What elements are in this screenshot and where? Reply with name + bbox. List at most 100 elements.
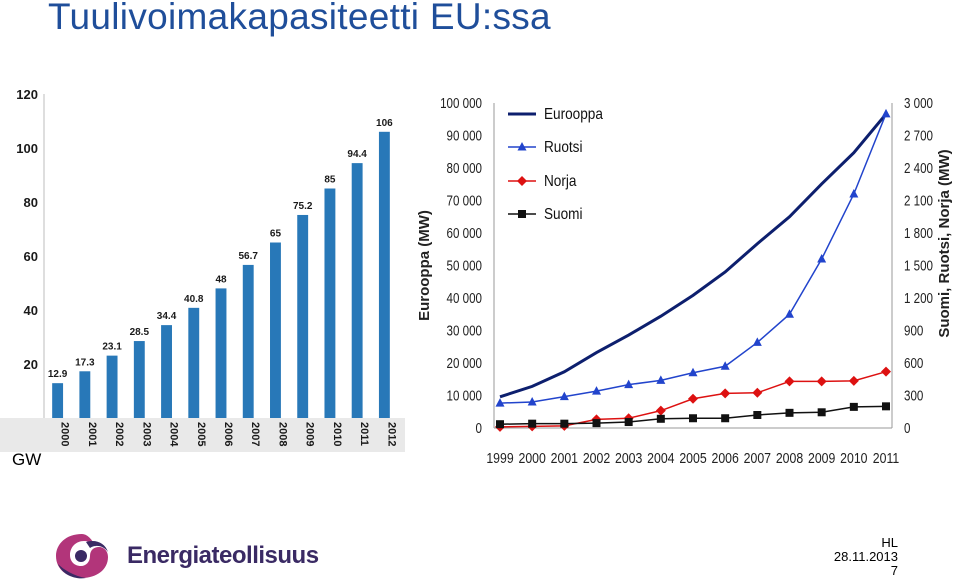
line-chart-point bbox=[752, 387, 763, 398]
bar-chart-category-label: 2005 bbox=[195, 422, 207, 446]
bar-chart-value-label: 56.7 bbox=[238, 251, 258, 262]
line-chart-right-tick-label: 600 bbox=[904, 355, 923, 372]
bar-chart-category-label: 2008 bbox=[276, 422, 288, 446]
bar-chart-y-tick-label: 40 bbox=[24, 303, 38, 318]
line-chart-point bbox=[624, 418, 633, 427]
bar-chart-value-label: 17.3 bbox=[75, 357, 95, 368]
line-chart-point bbox=[721, 414, 730, 423]
line-chart-x-tick-label: 2004 bbox=[647, 450, 675, 466]
line-chart-left-tick-label: 0 bbox=[476, 420, 482, 437]
line-chart-legend-label: Eurooppa bbox=[544, 106, 604, 123]
line-chart-left-tick-label: 40 000 bbox=[447, 290, 482, 307]
line-chart-point bbox=[817, 408, 826, 417]
line-chart-right-tick-label: 2 700 bbox=[904, 127, 933, 144]
line-chart-point bbox=[753, 411, 762, 419]
footer-meta: HL 28.11.2013 7 bbox=[834, 536, 898, 578]
line-chart-point bbox=[560, 419, 569, 428]
line-chart-point bbox=[881, 108, 891, 118]
line-chart-point bbox=[656, 414, 665, 423]
bar-chart-background bbox=[0, 80, 405, 452]
line-chart-point bbox=[518, 210, 526, 218]
line-chart-point bbox=[720, 388, 731, 399]
line-chart-x-tick-label: 2010 bbox=[840, 450, 868, 466]
line-chart-point bbox=[624, 379, 634, 389]
bar-chart-value-label: 85 bbox=[324, 175, 336, 186]
line-chart-left-tick-label: 30 000 bbox=[447, 322, 482, 339]
line-chart-x-tick-label: 2006 bbox=[711, 450, 739, 466]
line-chart-point bbox=[849, 189, 859, 198]
line-chart-point bbox=[817, 254, 827, 263]
company-name: Energiateollisuus bbox=[127, 542, 319, 569]
line-chart-x-tick-label: 2007 bbox=[744, 450, 771, 466]
line-chart-point bbox=[784, 376, 795, 387]
line-chart-point bbox=[881, 366, 891, 377]
bar-chart-bar bbox=[79, 371, 91, 418]
slide-title: Tuulivoimakapasiteetti EU:ssa bbox=[48, 0, 551, 37]
line-chart-point bbox=[527, 397, 537, 406]
bar-chart-category-label: 2003 bbox=[140, 422, 152, 446]
line-chart-right-tick-label: 2 400 bbox=[904, 160, 933, 177]
bar-chart-bar bbox=[270, 242, 281, 418]
bar-chart-value-label: 28.5 bbox=[130, 327, 150, 338]
bar-chart-category-label: 2011 bbox=[358, 422, 370, 446]
bar-chart-y-tick-label: 20 bbox=[24, 357, 38, 372]
line-chart-point bbox=[592, 419, 601, 428]
bar-chart-bar bbox=[351, 163, 363, 418]
bar-chart-bar bbox=[52, 383, 64, 418]
bar-chart-bar bbox=[106, 355, 118, 418]
line-chart-series-line bbox=[499, 113, 888, 399]
author-initials: HL bbox=[881, 535, 898, 550]
bar-chart-y-tick-label: 100 bbox=[16, 141, 38, 156]
line-chart-x-tick-label: 2000 bbox=[518, 450, 546, 466]
bar-chart-value-label: 34.4 bbox=[157, 311, 177, 322]
line-chart-x-tick-label: 2002 bbox=[583, 450, 610, 466]
bar-chart-y-tick-label: 120 bbox=[16, 87, 38, 102]
line-chart-left-tick-label: 10 000 bbox=[447, 387, 482, 404]
line-chart-legend-label: Suomi bbox=[544, 206, 582, 223]
line-chart-left-tick-label: 90 000 bbox=[447, 127, 482, 144]
bar-chart-category-label: 2012 bbox=[385, 422, 397, 446]
line-chart-point bbox=[849, 402, 858, 411]
line-chart-left-axis-title: Eurooppa (MW) bbox=[416, 210, 433, 321]
bar-chart-category-label: 2004 bbox=[168, 422, 180, 447]
line-chart-point bbox=[592, 386, 601, 395]
line-chart-point bbox=[720, 361, 730, 370]
bar-chart-category-band bbox=[0, 418, 405, 452]
bar-chart-bar bbox=[297, 214, 309, 418]
line-chart-x-tick-label: 2001 bbox=[551, 450, 578, 466]
energiateollisuus-logo-icon bbox=[56, 534, 108, 579]
line-chart-x-tick-label: 2009 bbox=[808, 450, 835, 466]
bar-chart-bar bbox=[324, 188, 336, 418]
bar-chart-value-label: 23.1 bbox=[102, 342, 122, 353]
line-chart-left-tick-label: 100 000 bbox=[440, 95, 482, 112]
line-chart-point bbox=[816, 376, 827, 387]
line-chart-right-tick-label: 1 800 bbox=[904, 225, 933, 242]
bar-chart-y-tick-label: 80 bbox=[24, 195, 38, 210]
bar-chart-bar bbox=[188, 307, 200, 418]
line-chart-x-tick-label: 2003 bbox=[615, 450, 643, 466]
line-chart-point bbox=[882, 402, 890, 411]
bar-chart-category-label: 2007 bbox=[249, 422, 261, 446]
line-chart-x-tick-label: 2005 bbox=[679, 450, 707, 466]
line-chart-legend-label: Norja bbox=[544, 173, 577, 190]
bar-chart-category-label: 2002 bbox=[113, 422, 125, 446]
bar-chart-value-label: 40.8 bbox=[184, 294, 204, 305]
line-chart-right-tick-label: 2 100 bbox=[904, 192, 933, 209]
line-chart-point bbox=[785, 408, 794, 417]
line-chart-point bbox=[688, 393, 698, 404]
bar-chart-value-label: 48 bbox=[215, 274, 227, 285]
bar-chart-value-label: 94.4 bbox=[347, 149, 367, 160]
line-chart-right-tick-label: 300 bbox=[904, 387, 923, 404]
line-chart-x-tick-label: 2011 bbox=[873, 450, 899, 466]
bar-chart-bar bbox=[242, 264, 254, 418]
unit-label: GW bbox=[12, 450, 42, 469]
bar-chart-bar bbox=[161, 325, 172, 418]
bar-chart-category-label: 2010 bbox=[331, 422, 343, 446]
line-chart-right-tick-label: 900 bbox=[904, 322, 923, 339]
slide-date: 28.11.2013 bbox=[833, 549, 898, 564]
line-chart-right-tick-label: 1 200 bbox=[904, 290, 933, 307]
line-chart-point bbox=[785, 309, 794, 318]
line-chart-left-tick-label: 80 000 bbox=[447, 160, 482, 177]
line-chart-point bbox=[848, 375, 859, 386]
line-chart-point bbox=[688, 367, 698, 377]
